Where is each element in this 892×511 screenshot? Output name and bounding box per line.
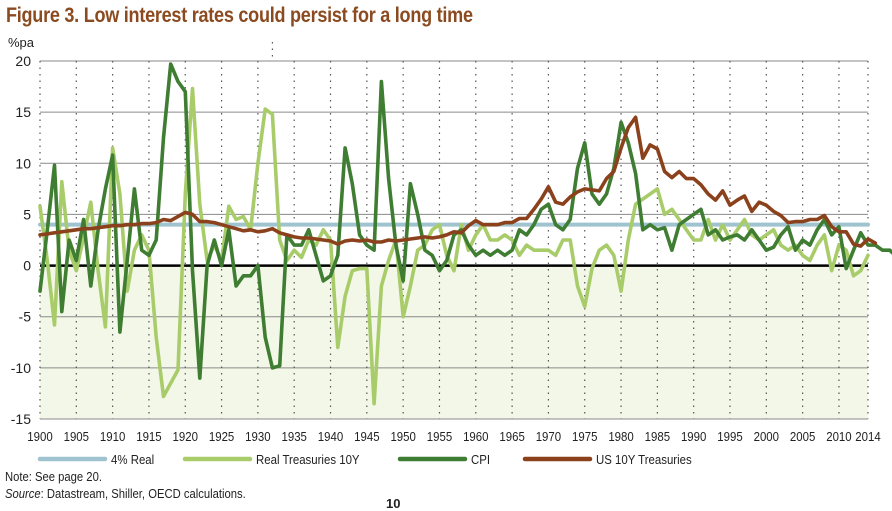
series-line-real-treasuries	[38, 86, 870, 406]
series-line-cpi	[38, 62, 892, 380]
x-tick-label: 1940	[318, 429, 344, 444]
legend-label: 4% Real	[111, 452, 154, 467]
x-tick-label: 1935	[281, 429, 307, 444]
x-tick-label: 1945	[354, 429, 380, 444]
x-tick-label: 1985	[645, 429, 671, 444]
figure-source: Source: Datastream, Shiller, OECD calcul…	[5, 487, 246, 501]
x-tick-label: 2000	[754, 429, 780, 444]
x-tick-label: 1925	[209, 429, 235, 444]
legend-label: Real Treasuries 10Y	[256, 452, 360, 467]
y-tick-label: -10	[11, 360, 31, 376]
x-tick-label: 1920	[173, 429, 199, 444]
y-tick-label: 0	[23, 258, 31, 274]
y-tick-label: 5	[23, 206, 31, 222]
y-tick-label: -15	[11, 411, 31, 427]
figure-note: Note: See page 20.	[5, 470, 102, 484]
series-line-us10y	[38, 115, 878, 248]
x-tick-label: 1960	[463, 429, 489, 444]
x-tick-label: 1995	[717, 429, 743, 444]
source-text: : Datastream, Shiller, OECD calculations…	[40, 487, 246, 501]
legend-label: CPI	[471, 452, 490, 467]
x-axis-ticks: 1900 1905 1910 1915 1920 1925 1930 1935 1940 1945…	[27, 429, 881, 444]
y-axis-ticks: 20 15 10 5 0 -5 -10 -15	[11, 53, 31, 427]
x-tick-label: 1930	[245, 429, 271, 444]
x-tick-label: 1915	[136, 429, 162, 444]
x-tick-label: 1975	[572, 429, 598, 444]
legend-label: US 10Y Treasuries	[596, 452, 692, 467]
x-tick-label: 2014	[855, 429, 881, 444]
x-tick-label: 1990	[681, 429, 707, 444]
figure-title: Figure 3. Low interest rates could persi…	[6, 4, 473, 27]
y-tick-label: 20	[15, 53, 31, 69]
x-tick-label: 1980	[608, 429, 634, 444]
y-tick-label: -5	[19, 309, 32, 325]
x-tick-label: 2010	[826, 429, 852, 444]
source-label: Source	[5, 487, 41, 501]
y-axis-label: %pa	[8, 35, 35, 50]
x-tick-label: 1950	[390, 429, 416, 444]
y-tick-label: 15	[15, 104, 31, 120]
x-tick-label: 1910	[100, 429, 126, 444]
x-tick-label: 1955	[427, 429, 453, 444]
y-tick-label: 10	[15, 155, 31, 171]
x-tick-label: 2005	[790, 429, 816, 444]
x-tick-label: 1905	[64, 429, 90, 444]
x-tick-label: 1970	[536, 429, 562, 444]
x-tick-label: 1900	[27, 429, 53, 444]
series-lines	[38, 62, 892, 406]
x-tick-label: 1965	[499, 429, 525, 444]
page-number: 10	[386, 496, 401, 511]
legend: 4% Real Real Treasuries 10Y CPI US 10Y Trea…	[37, 452, 692, 467]
